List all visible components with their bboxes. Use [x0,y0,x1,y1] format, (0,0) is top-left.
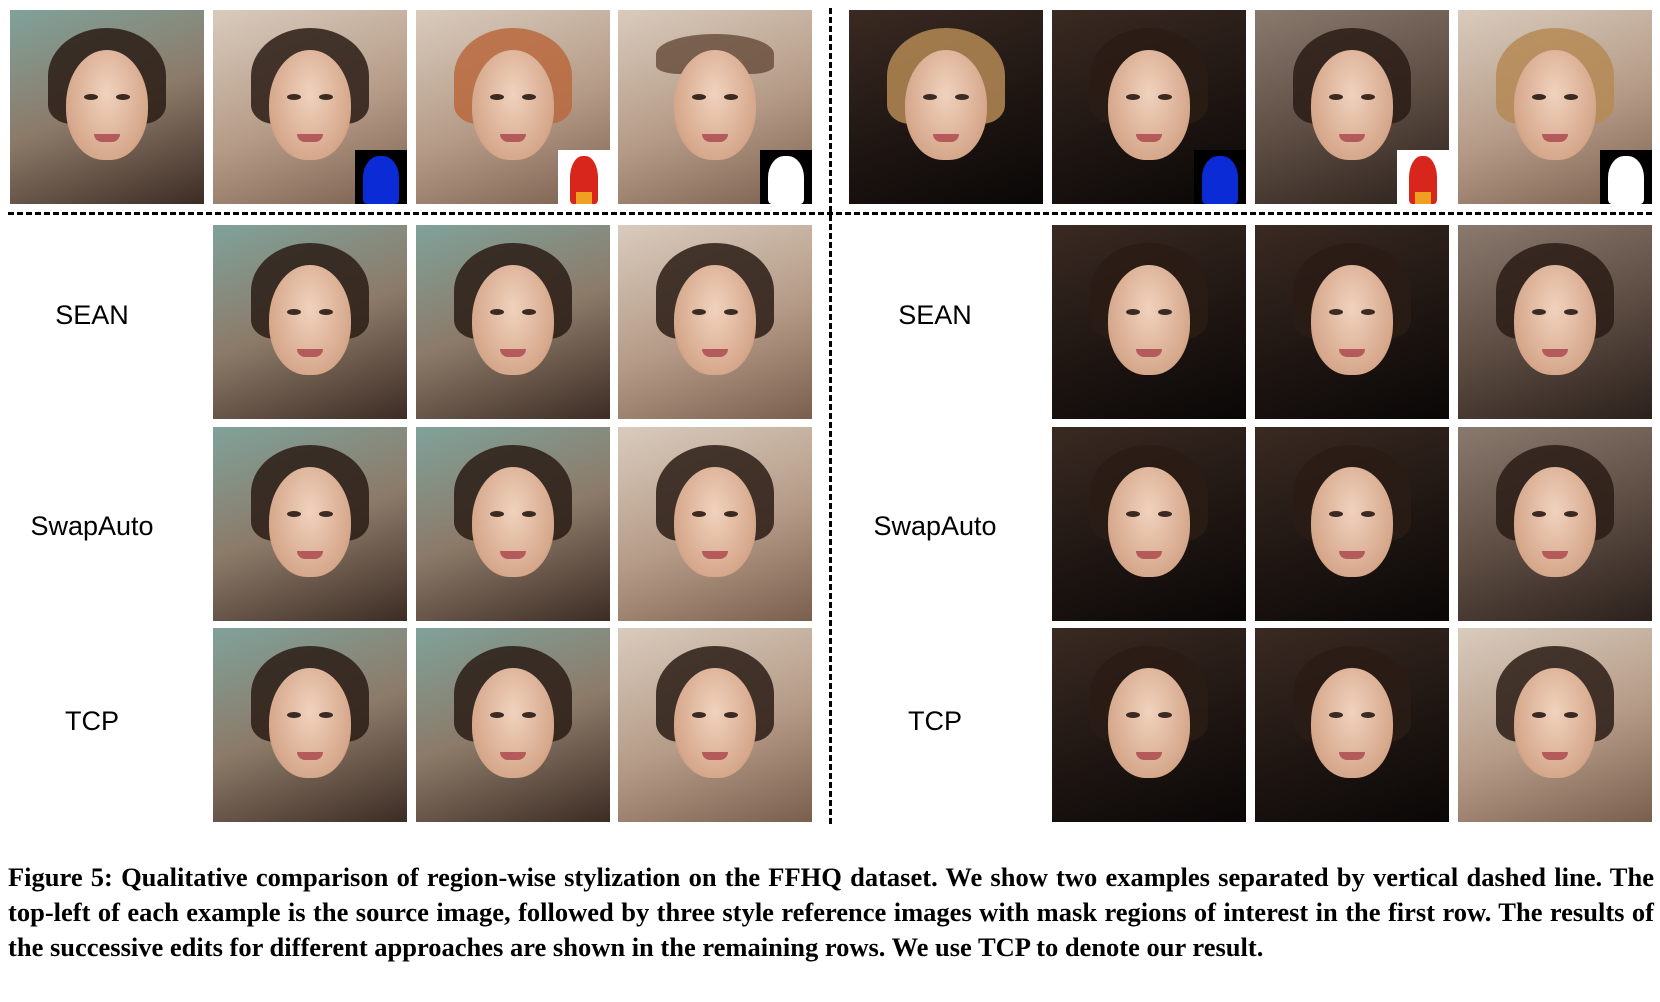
mask-region-hair [1194,150,1246,204]
result-image-swapauto-1-2 [416,427,610,621]
figure-caption: Figure 5: Qualitative comparison of regi… [8,860,1654,965]
row-label-swapauto: SwapAuto [873,511,997,541]
style-reference-image-2c [1458,10,1652,204]
row-label-tcp: TCP [908,706,962,736]
mask-region-hair [355,150,407,204]
style-reference-image-2a [1052,10,1246,204]
mask-region-face-parts [558,150,610,204]
result-image-swapauto-1-3 [618,427,812,621]
style-reference-image-1b [416,10,610,204]
row-label-swapauto: SwapAuto [30,511,154,541]
source-image-1 [10,10,204,204]
result-image-swapauto-2-2 [1255,427,1449,621]
result-image-tcp-2-3 [1458,628,1652,822]
result-image-tcp-1-3 [618,628,812,822]
result-image-swapauto-2-1 [1052,427,1246,621]
result-image-tcp-2-2 [1255,628,1449,822]
mask-region-background [760,150,812,204]
row-label-sean: SEAN [55,300,129,330]
result-image-swapauto-2-3 [1458,427,1652,621]
result-image-tcp-2-1 [1052,628,1246,822]
style-reference-image-1a [213,10,407,204]
mask-region-face-parts [1397,150,1449,204]
result-image-sean-2-3 [1458,225,1652,419]
result-image-tcp-1-2 [416,628,610,822]
mask-region-background [1600,150,1652,204]
result-image-sean-1-3 [618,225,812,419]
result-image-sean-1-2 [416,225,610,419]
style-reference-image-2b [1255,10,1449,204]
style-reference-image-1c [618,10,812,204]
result-image-sean-2-1 [1052,225,1246,419]
result-image-swapauto-1-1 [213,427,407,621]
figure-caption-text: Qualitative comparison of region-wise st… [8,862,1654,962]
vertical-dashed-divider [829,8,832,824]
source-image-2 [849,10,1043,204]
result-image-sean-2-2 [1255,225,1449,419]
row-label-tcp: TCP [65,706,119,736]
result-image-tcp-1-1 [213,628,407,822]
row-label-sean: SEAN [898,300,972,330]
result-image-sean-1-1 [213,225,407,419]
figure-caption-label: Figure 5: [8,862,113,892]
